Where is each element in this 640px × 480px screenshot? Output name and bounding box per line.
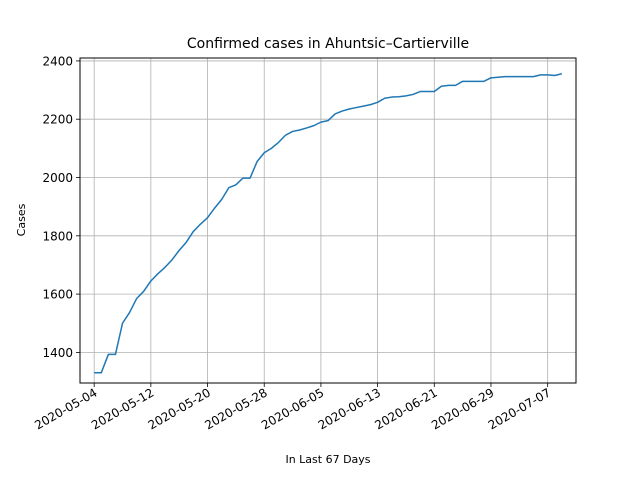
chart-title: Confirmed cases in Ahuntsic–Cartierville xyxy=(187,36,469,52)
x-axis-label: In Last 67 Days xyxy=(285,453,370,466)
y-tick-label: 1600 xyxy=(42,288,73,302)
plot-frame xyxy=(79,57,577,384)
y-tick-label: 2000 xyxy=(42,171,73,185)
y-axis-label: Cases xyxy=(15,203,28,236)
series-layer xyxy=(94,73,563,374)
y-tick-label: 2200 xyxy=(42,113,73,127)
y-tick-label: 2400 xyxy=(42,54,73,68)
series-line xyxy=(94,73,563,374)
y-tick-label: 1400 xyxy=(42,346,73,360)
grid xyxy=(80,58,576,383)
y-tick-label: 1800 xyxy=(42,229,73,243)
